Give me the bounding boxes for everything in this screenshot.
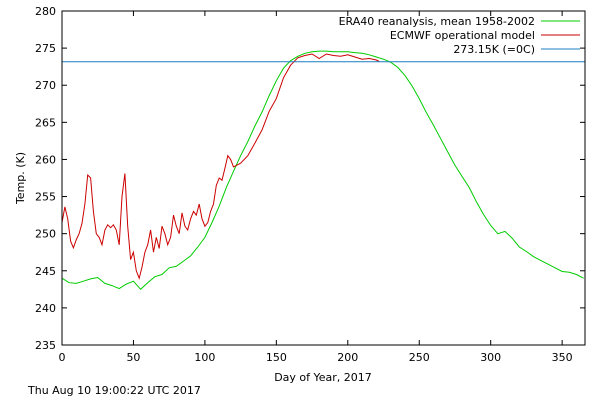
x-axis-label: Day of Year, 2017 [274,371,372,384]
y-tick-label: 245 [35,265,56,278]
series-layer [61,50,585,291]
plot-frame [61,10,586,346]
y-tick-label: 280 [35,5,56,18]
y-tick-label: 275 [35,42,56,55]
x-tick-label: 150 [266,351,287,364]
x-tick-label: 350 [552,351,573,364]
y-tick-label: 265 [35,116,56,129]
timestamp-label: Thu Aug 10 19:00:22 UTC 2017 [28,384,201,397]
x-tick-label: 100 [194,351,215,364]
x-tick-label: 50 [126,351,140,364]
legend-label-2: 273.15K (=0C) [453,43,535,56]
legend-label-1: ECMWF operational model [390,29,535,42]
y-axis-label: Temp. (K) [14,152,27,205]
x-tick-label: 0 [59,351,66,364]
series-line-1 [61,53,380,280]
y-tick-label: 260 [35,153,56,166]
x-tick-label: 200 [337,351,358,364]
y-tick-label: 255 [35,191,56,204]
y-tick-label: 270 [35,79,56,92]
y-tick-label: 240 [35,302,56,315]
x-tick-label: 250 [409,351,430,364]
y-tick-label: 250 [35,228,56,241]
y-tick-label: 235 [35,339,56,352]
series-line-0 [61,50,584,291]
x-tick-label: 300 [480,351,501,364]
legend-label-0: ERA40 reanalysis, mean 1958-2002 [339,15,535,28]
axis-ticks: 0 50 100 150 200 250 300 350 235 240 245 250 255 260 2… [35,5,585,364]
